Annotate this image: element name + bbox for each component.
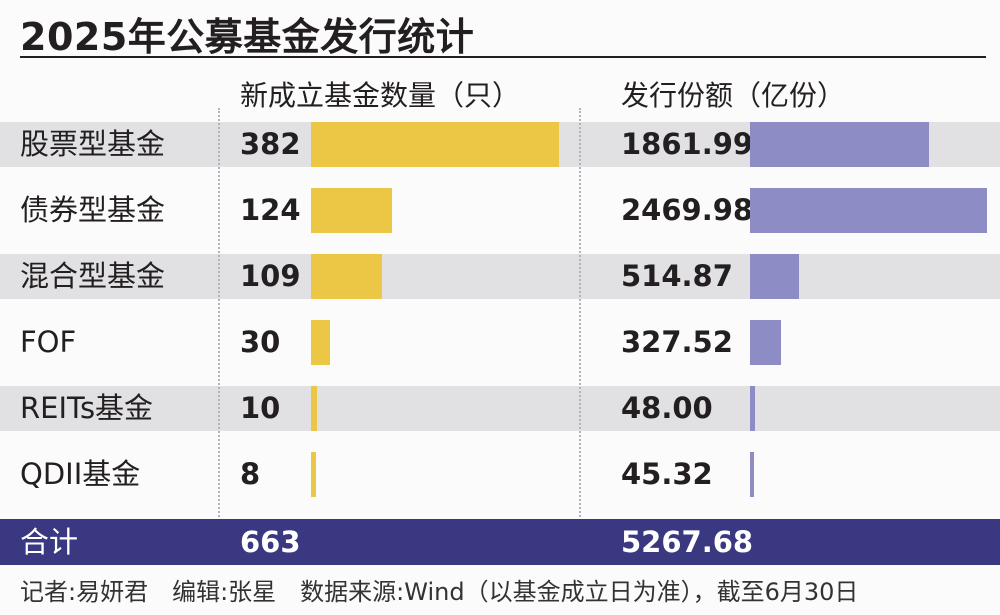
chart-row: 股票型基金 382 1861.99 (0, 122, 1000, 167)
total-count: 663 (240, 525, 301, 559)
category-label: QDII基金 (20, 457, 141, 491)
category-label: 股票型基金 (20, 127, 166, 161)
chart-row: 混合型基金 109 514.87 (0, 254, 1000, 299)
amount-bar (750, 254, 800, 299)
count-value-label: 382 (240, 127, 301, 161)
chart-title: 2025年公募基金发行统计 (20, 15, 475, 59)
count-value-label: 10 (240, 391, 281, 425)
category-label: FOF (20, 325, 77, 359)
amount-bar (750, 452, 755, 497)
amount-value-label: 45.32 (621, 457, 713, 491)
chart-row: REITs基金 10 48.00 (0, 386, 1000, 431)
chart-row: 债券型基金 124 2469.98 (0, 188, 1000, 233)
count-value-label: 30 (240, 325, 281, 359)
count-bar (311, 188, 392, 233)
amount-value-label: 48.00 (621, 391, 713, 425)
title-rule (20, 56, 986, 58)
total-row: 合计 663 5267.68 (0, 519, 1000, 565)
column-separator-label (218, 108, 220, 565)
amount-bar (750, 320, 782, 365)
count-bar (311, 122, 559, 167)
amount-bar (750, 122, 929, 167)
amount-bar (750, 386, 755, 431)
count-bar (311, 254, 382, 299)
column-separator-count (579, 108, 581, 565)
count-column-header: 新成立基金数量（只） (240, 79, 521, 112)
footer-note: 记者:易妍君 编辑:张星 数据来源:Wind（以基金成立日为准），截至6月30日 (20, 578, 859, 606)
total-label: 合计 (20, 525, 79, 559)
count-value-label: 8 (240, 457, 261, 491)
category-label: 混合型基金 (20, 259, 166, 293)
amount-value-label: 1861.99 (621, 127, 754, 161)
amount-column-header: 发行份额（亿份） (621, 79, 846, 112)
amount-bar (750, 188, 987, 233)
chart-row: QDII基金 8 45.32 (0, 452, 1000, 497)
count-value-label: 124 (240, 193, 301, 227)
count-value-label: 109 (240, 259, 301, 293)
count-bar (311, 386, 318, 431)
count-bar (311, 452, 317, 497)
amount-value-label: 327.52 (621, 325, 733, 359)
amount-value-label: 2469.98 (621, 193, 754, 227)
total-amount: 5267.68 (621, 525, 754, 559)
chart-row: FOF 30 327.52 (0, 320, 1000, 365)
category-label: 债券型基金 (20, 193, 166, 227)
count-bar (311, 320, 331, 365)
amount-value-label: 514.87 (621, 259, 733, 293)
category-label: REITs基金 (20, 391, 154, 425)
